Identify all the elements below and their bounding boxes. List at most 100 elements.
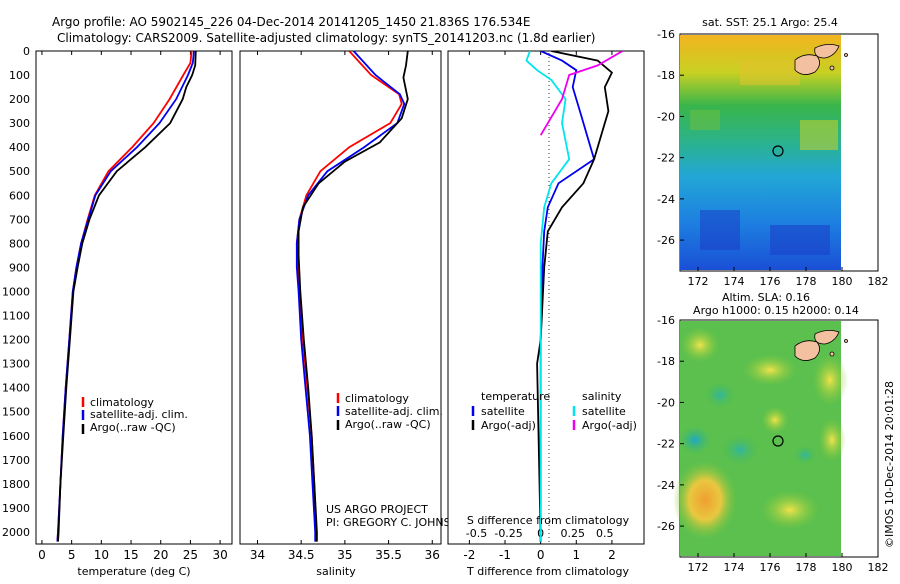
x-tick-label: 35.5 — [375, 548, 402, 562]
salinity-xlabel: salinity — [316, 565, 356, 578]
map-y-tick-label: -16 — [657, 28, 675, 41]
depth-tick-label: 600 — [9, 189, 30, 202]
depth-tick-label: 2000 — [2, 526, 30, 539]
depth-tick-label: 1800 — [2, 478, 30, 491]
depth-tick-label: 0 — [23, 45, 30, 58]
sla-map-subtitle: Argo h1000: 0.15 h2000: 0.14 — [693, 304, 859, 317]
depth-tick-label: 1700 — [2, 454, 30, 467]
map-x-tick-label: 174 — [724, 561, 745, 574]
x-tick-label: 34 — [250, 548, 265, 562]
temperature-panel: 0 5 10 15 20 25 30 temperature (deg C) climato… — [35, 50, 233, 578]
map-y-tick-label: -18 — [657, 69, 675, 82]
map-y-tick-label: -22 — [657, 438, 675, 451]
salinity-legend: climatology satellite-adj. clim. Argo(..… — [336, 392, 443, 431]
x-tick-label: 25 — [183, 548, 198, 562]
series-line-s-argo-adj- — [539, 51, 624, 136]
depth-tick-label: 100 — [9, 69, 30, 82]
map-x-tick-label: 180 — [832, 561, 853, 574]
x-tick-label: 36 — [425, 548, 440, 562]
float-position-marker — [772, 435, 784, 447]
legend-header-salinity: salinity — [582, 390, 622, 403]
sst-map: sat. SST: 25.1 Argo: 25.4 172 174 176 178 18… — [657, 16, 888, 288]
salinity-panel: 34 34.5 35 35.5 36 salinity climatology sate… — [239, 50, 467, 578]
header-line-2: Climatology: CARS2009. Satellite-adjuste… — [57, 31, 595, 45]
map-x-tick-label: 172 — [688, 275, 709, 288]
temperature-xlabel: temperature (deg C) — [77, 565, 190, 578]
depth-tick-label: 1300 — [2, 358, 30, 371]
depth-tick-label: 900 — [9, 261, 30, 274]
map-x-tick-label: 182 — [868, 275, 889, 288]
depth-axis: 0 100 200 300 400 500 600 700 800 900 1000 1100 1200… — [2, 45, 644, 539]
fiji-islands — [794, 330, 848, 361]
x-tick-label: 1 — [572, 548, 580, 562]
x-tick-label: 10 — [94, 548, 109, 562]
x-tick-label-salinity: 0.25 — [560, 527, 585, 540]
map-x-tick-label: 182 — [868, 561, 889, 574]
map-y-tick-label: -20 — [657, 110, 675, 123]
depth-tick-label: 1200 — [2, 334, 30, 347]
map-y-tick-label: -20 — [657, 396, 675, 409]
legend-item: Argo(-adj) — [481, 419, 536, 432]
legend-header-temperature: temperature — [481, 390, 550, 403]
copyright-label: ©IMOS 10-Dec-2014 20:01:28 — [883, 381, 896, 548]
x-tick-label: 30 — [212, 548, 227, 562]
map-x-tick-label: 176 — [760, 275, 781, 288]
map-y-tick-label: -16 — [657, 314, 675, 327]
map-y-tick-label: -24 — [657, 479, 675, 492]
depth-tick-label: 700 — [9, 213, 30, 226]
depth-tick-label: 1900 — [2, 502, 30, 515]
legend-item: climatology — [90, 396, 154, 409]
depth-tick-label: 200 — [9, 93, 30, 106]
x-tick-label-salinity: -0.5 — [466, 527, 487, 540]
x-tick-label: 34.5 — [288, 548, 315, 562]
x-tick-label: 0 — [537, 548, 545, 562]
sst-map-title: sat. SST: 25.1 Argo: 25.4 — [702, 16, 838, 29]
legend-item: satellite — [582, 405, 626, 418]
difference-legend: temperature salinity satellite Argo(-adj… — [471, 390, 637, 432]
difference-xlabel-temperature: T difference from climatology — [466, 565, 629, 578]
map-x-tick-label: 174 — [724, 275, 745, 288]
pi-label: PI: GREGORY C. JOHNSON — [326, 516, 467, 529]
series-line-s-satellite — [525, 51, 571, 542]
sla-map: Altim. SLA: 0.16 Argo h1000: 0.15 h2000:… — [657, 291, 888, 574]
map-x-tick-label: 178 — [796, 275, 817, 288]
depth-tick-label: 1400 — [2, 382, 30, 395]
float-position-marker — [772, 145, 784, 157]
map-x-tick-label: 176 — [760, 561, 781, 574]
x-tick-label: 20 — [153, 548, 168, 562]
legend-item: climatology — [345, 392, 409, 405]
legend-item: satellite-adj. clim. — [345, 405, 443, 418]
map-x-tick-label: 172 — [688, 561, 709, 574]
x-tick-label-salinity: -0.25 — [494, 527, 522, 540]
map-y-tick-label: -24 — [657, 193, 675, 206]
series-line-argo-raw-qc- — [57, 51, 197, 542]
depth-tick-label: 400 — [9, 141, 30, 154]
series-line-argo-raw-qc- — [297, 51, 409, 542]
temperature-legend: climatology satellite-adj. clim. Argo(..… — [81, 396, 188, 434]
depth-tick-label: 800 — [9, 237, 30, 250]
legend-item: Argo(-adj) — [582, 419, 637, 432]
legend-item: Argo(..raw -QC) — [90, 421, 176, 434]
difference-panel: -2 -1 0 1 2-0.5 -0.25 0 0.25 0.5 S difference fr… — [447, 50, 645, 578]
x-tick-label: 5 — [68, 548, 76, 562]
depth-tick-label: 300 — [9, 117, 30, 130]
x-tick-label: -1 — [499, 548, 511, 562]
map-x-tick-label: 178 — [796, 561, 817, 574]
x-tick-label: 15 — [123, 548, 138, 562]
depth-tick-label: 1000 — [2, 285, 30, 298]
depth-tick-label: 1100 — [2, 310, 30, 323]
depth-tick-label: 1600 — [2, 430, 30, 443]
map-y-tick-label: -26 — [657, 234, 675, 247]
depth-tick-label: 1500 — [2, 406, 30, 419]
legend-item: satellite — [481, 405, 525, 418]
legend-item: satellite-adj. clim. — [90, 408, 188, 421]
map-y-tick-label: -26 — [657, 520, 675, 533]
map-y-tick-label: -22 — [657, 152, 675, 165]
map-y-tick-label: -18 — [657, 355, 675, 368]
x-tick-label-salinity: 0.5 — [596, 527, 614, 540]
legend-item: Argo(..raw -QC) — [345, 418, 431, 431]
map-x-tick-label: 180 — [832, 275, 853, 288]
x-tick-label: 0 — [38, 548, 46, 562]
x-tick-label: 2 — [608, 548, 616, 562]
